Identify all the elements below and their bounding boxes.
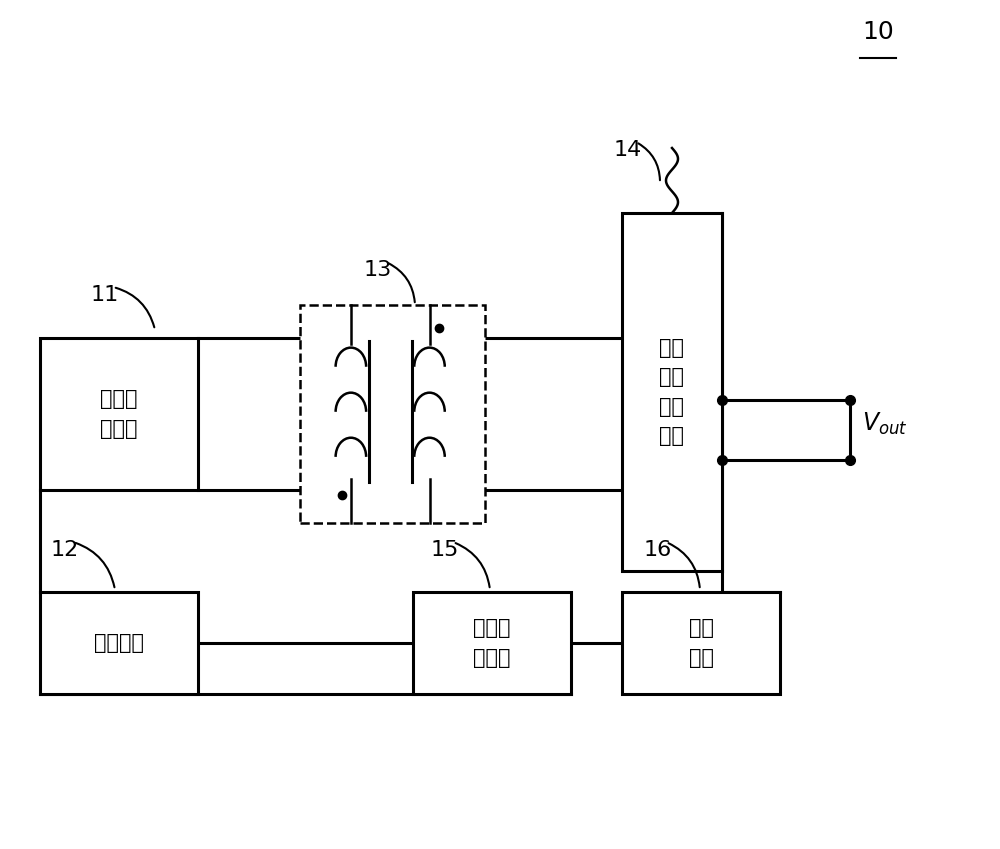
- Bar: [413, 592, 571, 694]
- Text: 12: 12: [51, 540, 79, 560]
- Text: 控制
单元: 控制 单元: [688, 618, 714, 668]
- Text: 13: 13: [364, 260, 392, 280]
- Bar: [622, 592, 780, 694]
- Text: 次级
整流
滤波
单元: 次级 整流 滤波 单元: [660, 338, 684, 447]
- Text: $V_{out}$: $V_{out}$: [862, 411, 908, 437]
- Text: 10: 10: [862, 20, 894, 44]
- Bar: [300, 305, 485, 523]
- Bar: [40, 338, 198, 490]
- Text: 电流反
馈单元: 电流反 馈单元: [473, 618, 511, 668]
- Text: 16: 16: [644, 540, 672, 560]
- Text: 调制单元: 调制单元: [94, 633, 144, 653]
- Text: 11: 11: [91, 285, 119, 305]
- Text: 初级整
流单元: 初级整 流单元: [100, 389, 138, 439]
- Bar: [40, 592, 198, 694]
- Text: 15: 15: [431, 540, 459, 560]
- Text: 14: 14: [614, 140, 642, 160]
- Bar: [622, 213, 722, 571]
